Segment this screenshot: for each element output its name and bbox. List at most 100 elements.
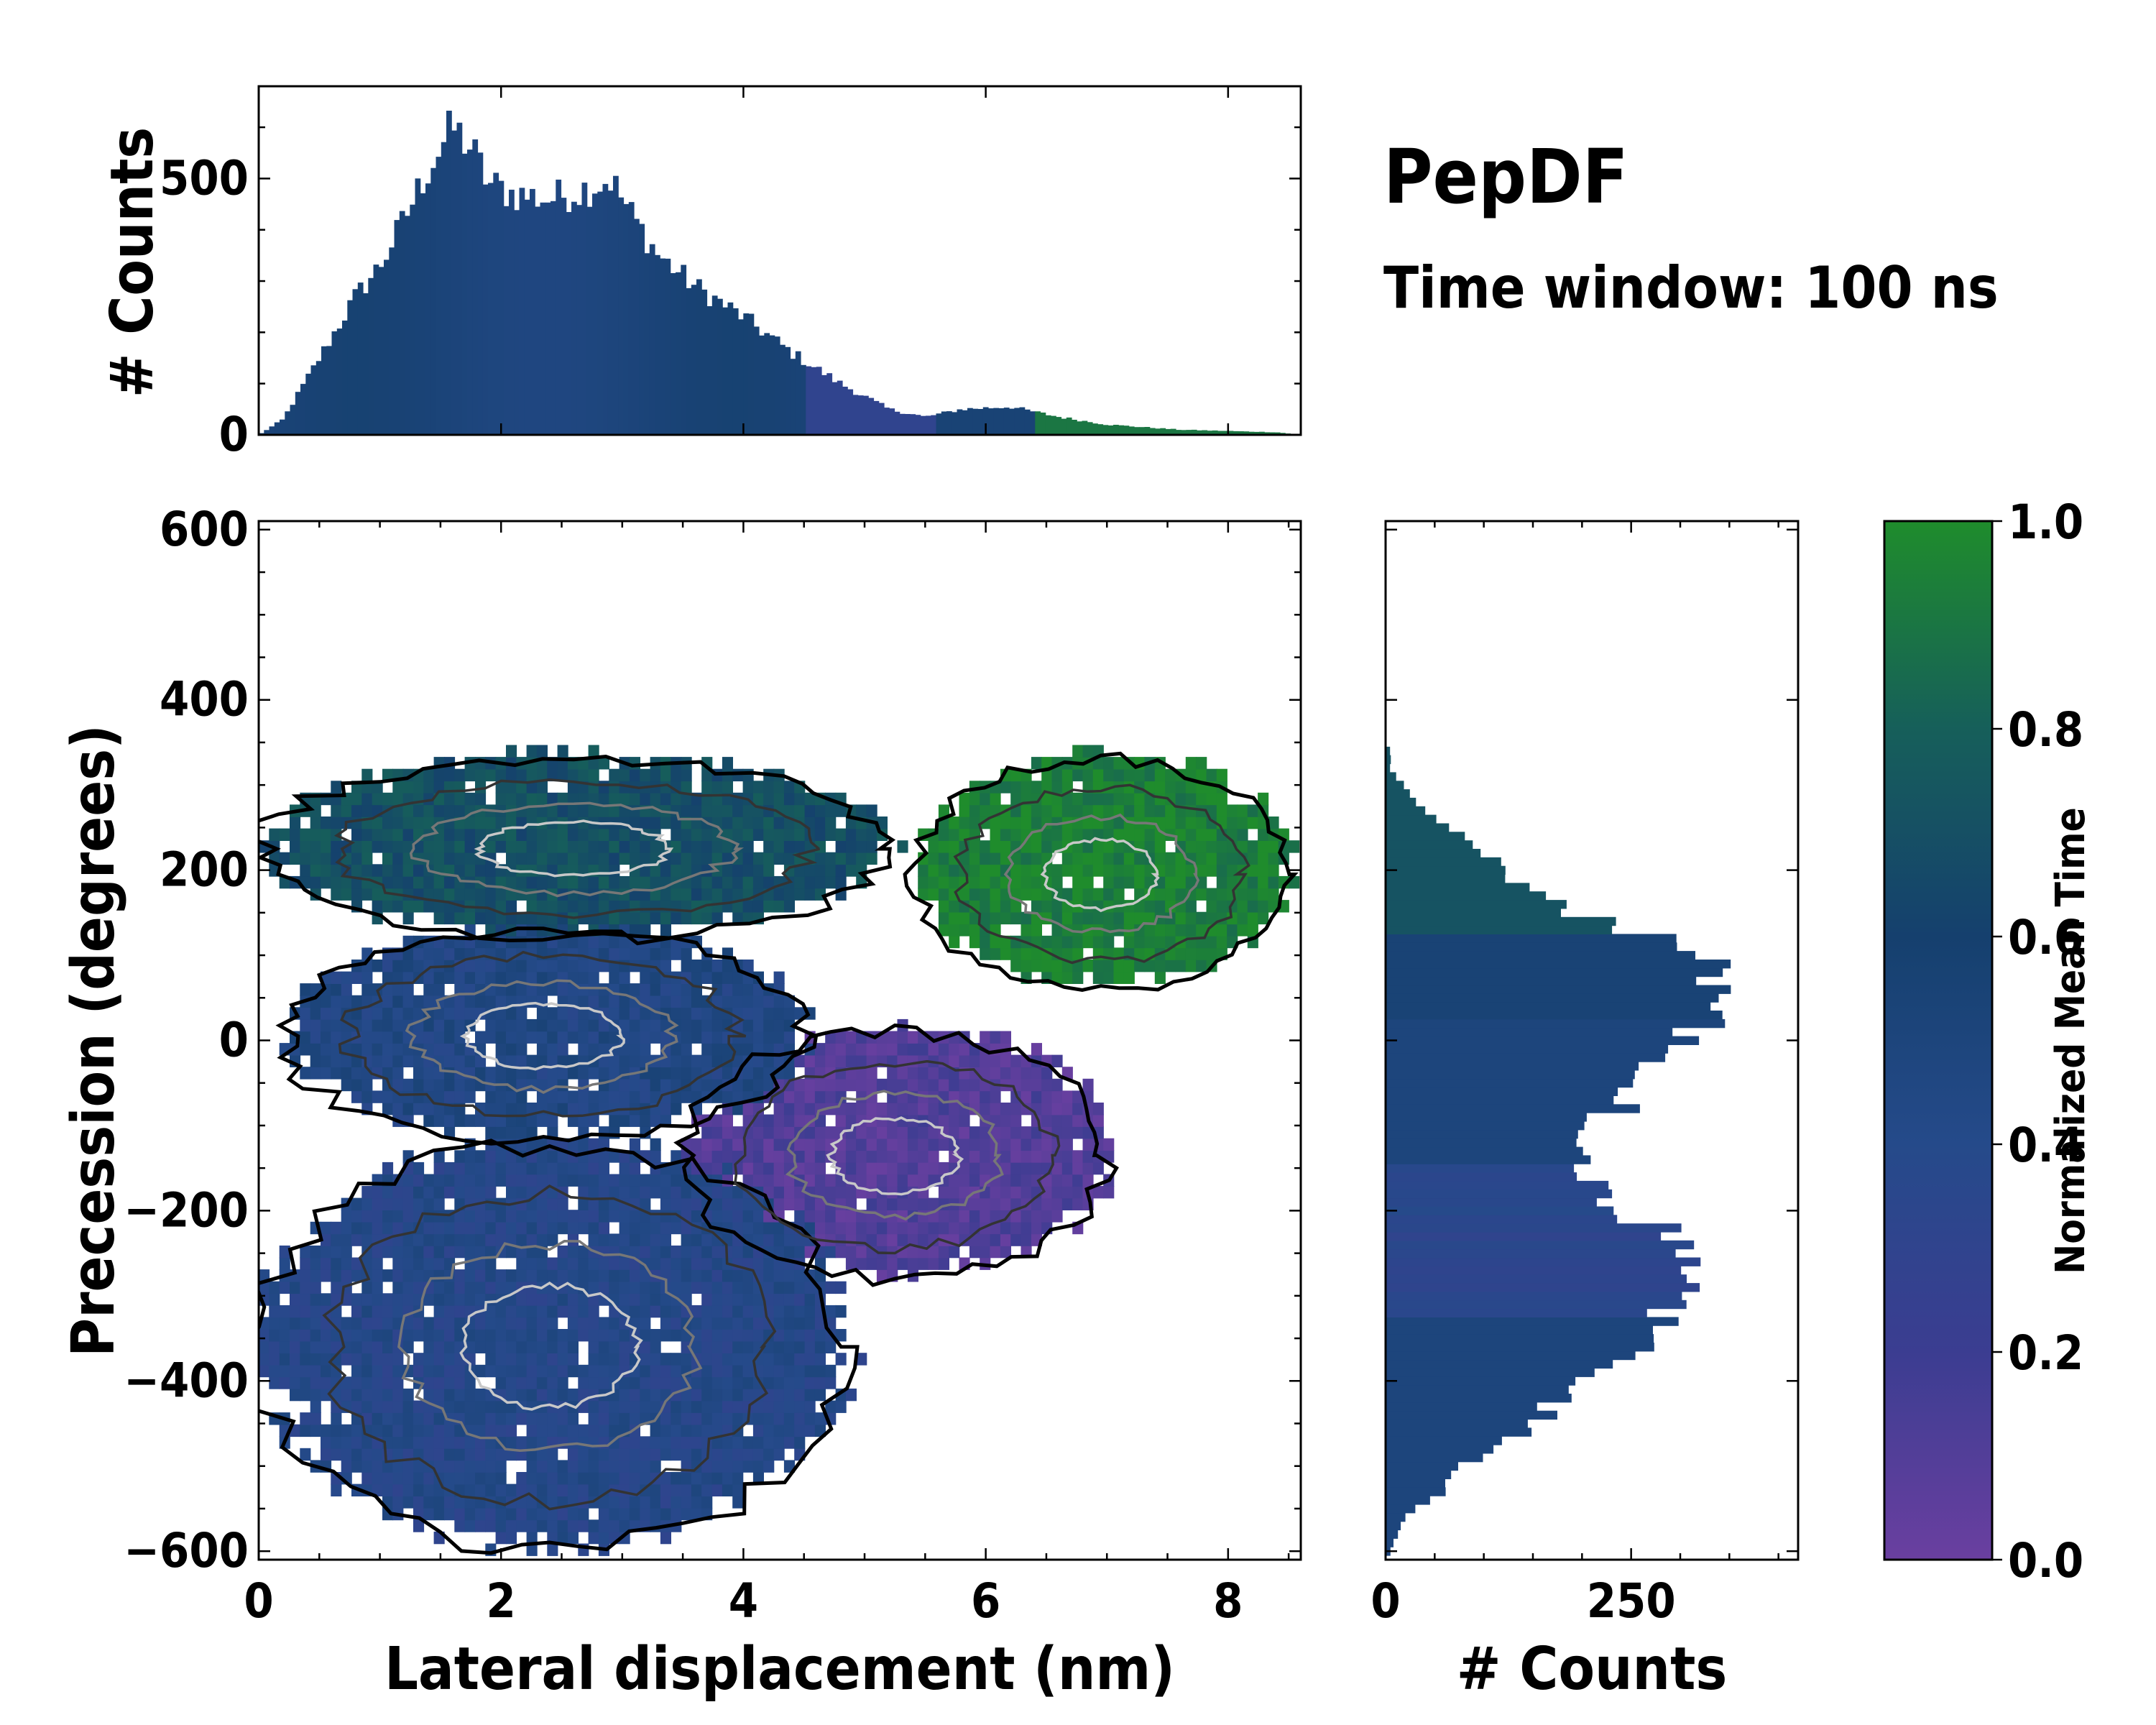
top-histogram-bar	[769, 335, 775, 435]
heatmap-cell	[835, 1245, 847, 1259]
heatmap-cell	[300, 1317, 311, 1330]
heatmap-cell	[444, 1353, 456, 1366]
heatmap-cell	[629, 1114, 640, 1127]
heatmap-cell	[763, 1031, 775, 1044]
heatmap-cell	[691, 1245, 702, 1259]
heatmap-cell	[485, 1150, 497, 1163]
heatmap-cell	[814, 1329, 826, 1342]
heatmap-cell	[557, 1067, 568, 1080]
heatmap-cell	[640, 1186, 651, 1199]
heatmap-cell	[598, 840, 609, 853]
heatmap-cell	[845, 1114, 857, 1127]
right-histogram-bar	[1386, 1044, 1669, 1054]
heatmap-cell	[526, 1293, 538, 1306]
heatmap-cell	[331, 1007, 342, 1020]
heatmap-cell	[949, 911, 960, 925]
heatmap-cell	[752, 781, 764, 794]
heatmap-cell	[516, 1103, 528, 1116]
heatmap-cell	[536, 983, 548, 996]
heatmap-cell	[722, 1138, 733, 1151]
heatmap-cell	[907, 1103, 918, 1116]
heatmap-cell	[475, 1257, 487, 1270]
heatmap-cell	[722, 1436, 733, 1449]
heatmap-cell	[259, 1281, 270, 1294]
heatmap-cell	[557, 1269, 568, 1282]
top-histogram-bar	[1170, 428, 1176, 435]
heatmap-cell	[773, 781, 785, 794]
heatmap-cell	[752, 1305, 764, 1318]
heatmap-cell	[547, 1448, 558, 1461]
heatmap-cell	[671, 1496, 682, 1509]
heatmap-cell	[773, 995, 785, 1008]
heatmap-cell	[598, 1448, 609, 1461]
heatmap-cell	[640, 1257, 651, 1270]
heatmap-cell	[1072, 864, 1084, 877]
heatmap-cell	[567, 1067, 579, 1080]
heatmap-cell	[331, 1054, 342, 1067]
heatmap-cell	[290, 816, 301, 829]
heatmap-cell	[372, 1018, 383, 1032]
heatmap-cell	[1072, 947, 1084, 960]
heatmap-cell	[949, 935, 960, 949]
heatmap-cell	[1031, 816, 1042, 829]
top-histogram-bar	[467, 150, 473, 435]
heatmap-cell	[660, 1293, 671, 1306]
heatmap-cell	[454, 1317, 466, 1330]
heatmap-cell	[1041, 1067, 1053, 1080]
heatmap-cell	[845, 1043, 857, 1056]
heatmap-cell	[433, 1293, 445, 1306]
heatmap-cell	[382, 1376, 394, 1389]
heatmap-cell	[1021, 852, 1032, 865]
right-histogram-bar	[1386, 1376, 1576, 1386]
heatmap-cell	[1021, 816, 1032, 829]
heatmap-cell	[990, 911, 1001, 925]
heatmap-cell	[392, 1376, 404, 1389]
heatmap-cell	[433, 840, 445, 853]
heatmap-cell	[722, 1126, 733, 1139]
heatmap-cell	[980, 1245, 991, 1259]
heatmap-cell	[722, 1018, 733, 1032]
heatmap-cell	[959, 1186, 970, 1199]
top-histogram-bar	[1019, 407, 1026, 435]
heatmap-cell	[269, 1340, 280, 1353]
heatmap-cell	[310, 1400, 321, 1413]
heatmap-cell	[536, 840, 548, 853]
heatmap-cell	[516, 1221, 528, 1235]
right-histogram-bar	[1386, 1368, 1595, 1377]
heatmap-cell	[536, 1412, 548, 1425]
heatmap-cell	[671, 1281, 682, 1294]
heatmap-cell	[629, 1388, 640, 1402]
heatmap-cell	[918, 1043, 929, 1056]
heatmap-cell	[310, 864, 321, 877]
heatmap-cell	[598, 1043, 609, 1056]
heatmap-cell	[763, 1114, 775, 1127]
heatmap-cell	[495, 1472, 507, 1485]
heatmap-cell	[372, 1424, 383, 1438]
heatmap-cell	[310, 1018, 321, 1032]
heatmap-cell	[485, 1472, 497, 1485]
heatmap-cell	[454, 1054, 466, 1067]
heatmap-cell	[331, 1293, 342, 1306]
heatmap-cell	[629, 1007, 640, 1020]
right-histogram-bar	[1386, 1155, 1591, 1164]
heatmap-cell	[310, 1031, 321, 1044]
heatmap-cell	[742, 1436, 754, 1449]
heatmap-cell	[464, 1376, 476, 1389]
right-histogram-ticks: 0 250	[1370, 521, 1798, 1629]
colorbar-ticks: 0.00.20.40.60.81.0	[1992, 494, 2083, 1588]
heatmap-cell	[526, 1031, 538, 1044]
heatmap-cell	[351, 1388, 363, 1402]
heatmap-cell	[433, 911, 445, 925]
right-histogram-bar	[1386, 1478, 1445, 1488]
heatmap-cell	[701, 888, 713, 901]
heatmap-cell	[361, 1400, 373, 1413]
heatmap-cell	[598, 792, 609, 806]
heatmap-cell	[279, 1305, 290, 1318]
heatmap-cell	[907, 1031, 918, 1044]
heatmap-cell	[980, 1090, 991, 1103]
heatmap-cell	[1247, 864, 1258, 877]
top-histogram-bar	[446, 111, 452, 435]
heatmap-cell	[547, 1293, 558, 1306]
heatmap-cell	[1000, 1186, 1011, 1199]
heatmap-cell	[1103, 1138, 1115, 1151]
